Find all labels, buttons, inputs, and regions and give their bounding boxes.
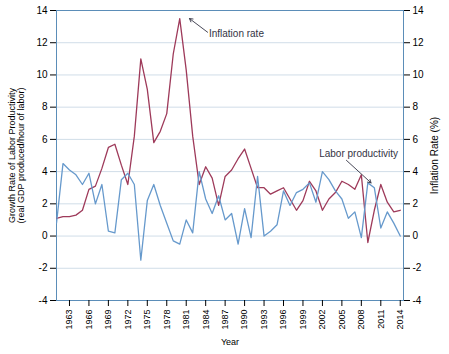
svg-text:10: 10 <box>413 69 425 80</box>
svg-text:1969: 1969 <box>103 310 113 330</box>
svg-text:14: 14 <box>413 5 425 16</box>
svg-text:1966: 1966 <box>84 310 94 330</box>
svg-text:2002: 2002 <box>317 310 327 330</box>
svg-text:1990: 1990 <box>239 310 249 330</box>
svg-text:1972: 1972 <box>123 310 133 330</box>
svg-text:1993: 1993 <box>259 310 269 330</box>
svg-text:14: 14 <box>36 5 48 16</box>
svg-text:8: 8 <box>42 101 48 112</box>
svg-text:Year: Year <box>221 337 239 347</box>
svg-text:1981: 1981 <box>181 310 191 330</box>
svg-text:Growth Rate of Labor Productiv: Growth Rate of Labor Productivity(real G… <box>7 87 26 223</box>
svg-text:10: 10 <box>36 69 48 80</box>
svg-text:8: 8 <box>413 101 419 112</box>
svg-text:1996: 1996 <box>278 310 288 330</box>
svg-text:2: 2 <box>42 198 48 209</box>
svg-text:1975: 1975 <box>142 310 152 330</box>
svg-text:12: 12 <box>413 37 425 48</box>
svg-text:6: 6 <box>413 134 419 145</box>
svg-text:-2: -2 <box>413 262 422 273</box>
svg-text:1984: 1984 <box>201 310 211 330</box>
svg-text:2008: 2008 <box>356 310 366 330</box>
svg-text:-4: -4 <box>39 295 48 306</box>
svg-text:4: 4 <box>42 166 48 177</box>
svg-text:1987: 1987 <box>220 310 230 330</box>
svg-text:2014: 2014 <box>395 310 405 330</box>
svg-text:6: 6 <box>42 134 48 145</box>
svg-text:2005: 2005 <box>337 310 347 330</box>
svg-text:12: 12 <box>36 37 48 48</box>
svg-text:-2: -2 <box>39 262 48 273</box>
svg-text:4: 4 <box>413 166 419 177</box>
svg-text:1978: 1978 <box>162 310 172 330</box>
svg-text:0: 0 <box>42 230 48 241</box>
svg-text:2011: 2011 <box>376 310 386 329</box>
svg-text:Inflation Rate (%): Inflation Rate (%) <box>429 117 440 194</box>
svg-text:Labor productivity: Labor productivity <box>319 148 398 159</box>
svg-text:2: 2 <box>413 198 419 209</box>
svg-text:-4: -4 <box>413 295 422 306</box>
svg-text:1999: 1999 <box>298 310 308 330</box>
svg-text:0: 0 <box>413 230 419 241</box>
svg-text:1963: 1963 <box>64 310 74 330</box>
svg-text:Inflation rate: Inflation rate <box>209 28 264 39</box>
